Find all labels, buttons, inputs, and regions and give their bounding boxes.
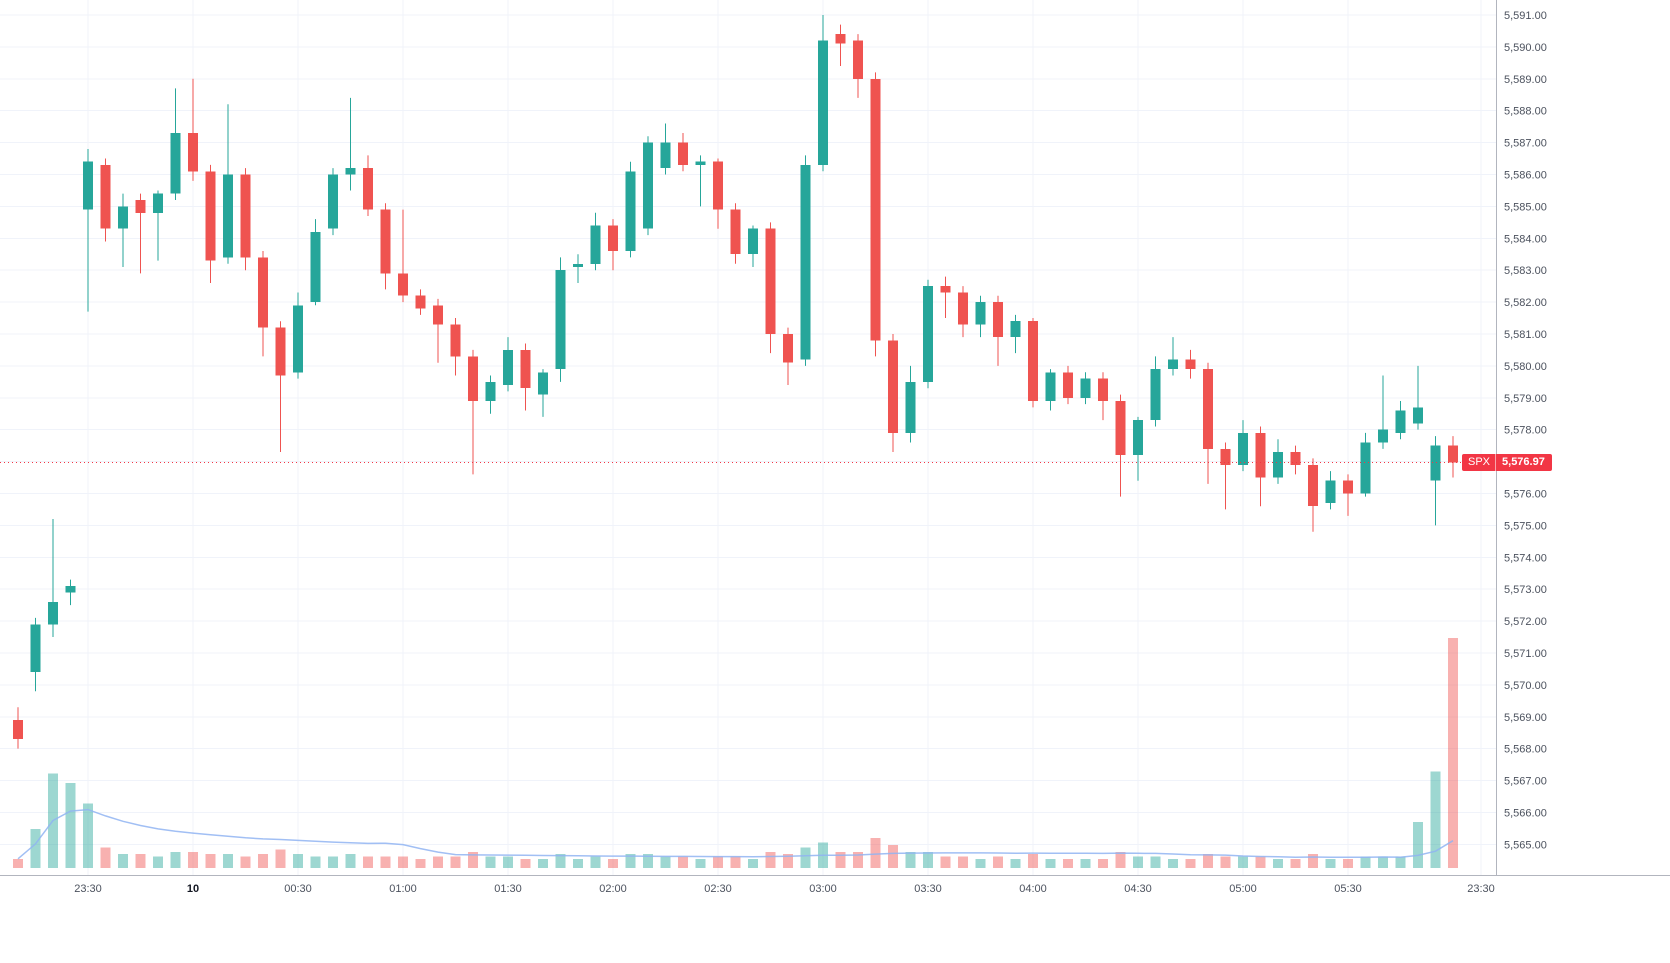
svg-text:02:30: 02:30 [704, 883, 732, 895]
svg-text:5,565.00: 5,565.00 [1504, 839, 1547, 851]
svg-text:5,570.00: 5,570.00 [1504, 680, 1547, 692]
svg-text:04:00: 04:00 [1019, 883, 1047, 895]
svg-text:5,584.00: 5,584.00 [1504, 233, 1547, 245]
svg-text:5,566.00: 5,566.00 [1504, 807, 1547, 819]
svg-text:03:00: 03:00 [809, 883, 837, 895]
svg-text:01:00: 01:00 [389, 883, 417, 895]
svg-text:5,569.00: 5,569.00 [1504, 712, 1547, 724]
svg-text:03:30: 03:30 [914, 883, 942, 895]
svg-text:5,590.00: 5,590.00 [1504, 42, 1547, 54]
svg-text:5,575.00: 5,575.00 [1504, 520, 1547, 532]
svg-text:5,568.00: 5,568.00 [1504, 744, 1547, 756]
svg-text:05:30: 05:30 [1334, 883, 1362, 895]
time-axis-labels: 23:30 10 00:30 01:00 01:30 02:00 02:30 03:00 03:… [74, 883, 1495, 895]
svg-text:5,586.00: 5,586.00 [1504, 169, 1547, 181]
svg-text:5,588.00: 5,588.00 [1504, 106, 1547, 118]
svg-text:5,576.00: 5,576.00 [1504, 488, 1547, 500]
svg-text:5,587.00: 5,587.00 [1504, 138, 1547, 150]
svg-text:5,580.00: 5,580.00 [1504, 361, 1547, 373]
svg-text:5,573.00: 5,573.00 [1504, 584, 1547, 596]
svg-text:23:30: 23:30 [74, 883, 102, 895]
price-axis-labels: 5,591.00 5,590.00 5,589.00 5,588.00 5,587.00… [1504, 10, 1547, 851]
svg-text:00:30: 00:30 [284, 883, 312, 895]
svg-text:5,577.00: 5,577.00 [1504, 457, 1547, 469]
svg-text:5,591.00: 5,591.00 [1504, 10, 1547, 22]
svg-text:5,571.00: 5,571.00 [1504, 648, 1547, 660]
svg-text:5,579.00: 5,579.00 [1504, 393, 1547, 405]
grid-layer [0, 0, 1496, 875]
svg-text:23:30: 23:30 [1467, 883, 1495, 895]
svg-text:5,582.00: 5,582.00 [1504, 297, 1547, 309]
svg-text:5,583.00: 5,583.00 [1504, 265, 1547, 277]
svg-text:5,567.00: 5,567.00 [1504, 776, 1547, 788]
svg-text:5,585.00: 5,585.00 [1504, 201, 1547, 213]
candles-layer [13, 14, 1458, 749]
volume-layer [13, 638, 1458, 868]
svg-text:05:00: 05:00 [1229, 883, 1257, 895]
svg-text:5,574.00: 5,574.00 [1504, 552, 1547, 564]
svg-text:5,589.00: 5,589.00 [1504, 74, 1547, 86]
svg-text:5,581.00: 5,581.00 [1504, 329, 1547, 341]
volume-ma-line [17, 808, 1454, 860]
svg-text:5,578.00: 5,578.00 [1504, 425, 1547, 437]
svg-text:5,572.00: 5,572.00 [1504, 616, 1547, 628]
svg-text:10: 10 [187, 883, 199, 895]
svg-text:02:00: 02:00 [599, 883, 627, 895]
svg-text:04:30: 04:30 [1124, 883, 1152, 895]
svg-text:01:30: 01:30 [494, 883, 522, 895]
